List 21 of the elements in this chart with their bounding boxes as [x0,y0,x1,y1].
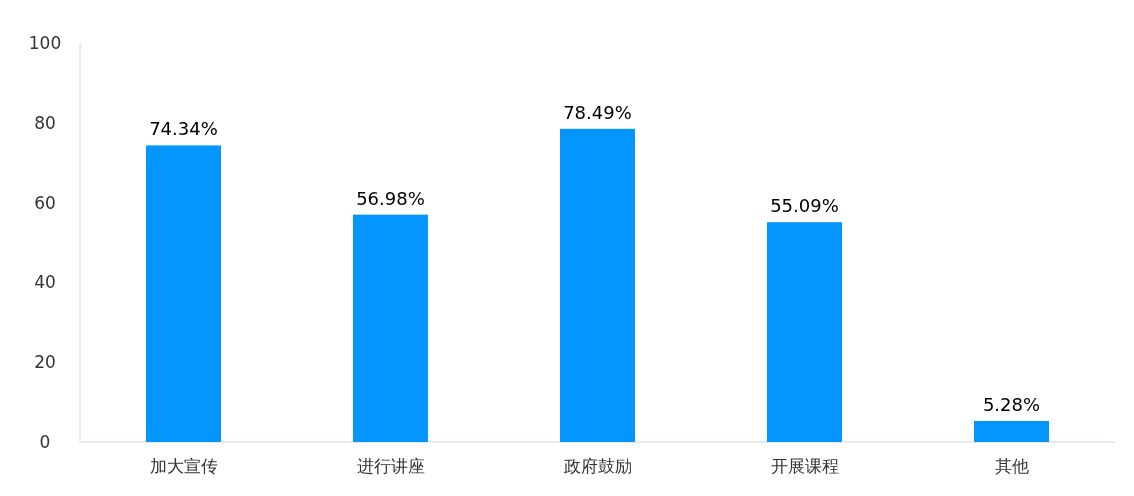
data-label: 5.28% [982,393,1041,415]
data-label: 78.49% [563,101,632,123]
x-tick-label: 进行讲座 [356,456,425,476]
data-label: 56.98% [356,187,425,209]
data-label: 55.09% [770,195,839,217]
bar [767,222,842,442]
data-label: 74.34% [149,118,218,140]
bar [146,145,221,442]
x-tick-label: 政府鼓励 [563,456,632,476]
y-tick-label: 60 [34,192,56,213]
y-tick-label: 100 [28,33,62,53]
y-tick-label: 20 [34,352,56,373]
x-tick-label: 开展课程 [770,456,839,476]
y-tick-label: 80 [34,112,56,133]
bar [974,420,1049,442]
bar [560,128,635,442]
x-tick-label: 其他 [994,456,1029,476]
x-tick-label: 加大宣传 [149,456,218,476]
y-tick-label: 0 [39,432,51,452]
y-tick-label: 40 [34,272,56,293]
bar [353,214,428,442]
